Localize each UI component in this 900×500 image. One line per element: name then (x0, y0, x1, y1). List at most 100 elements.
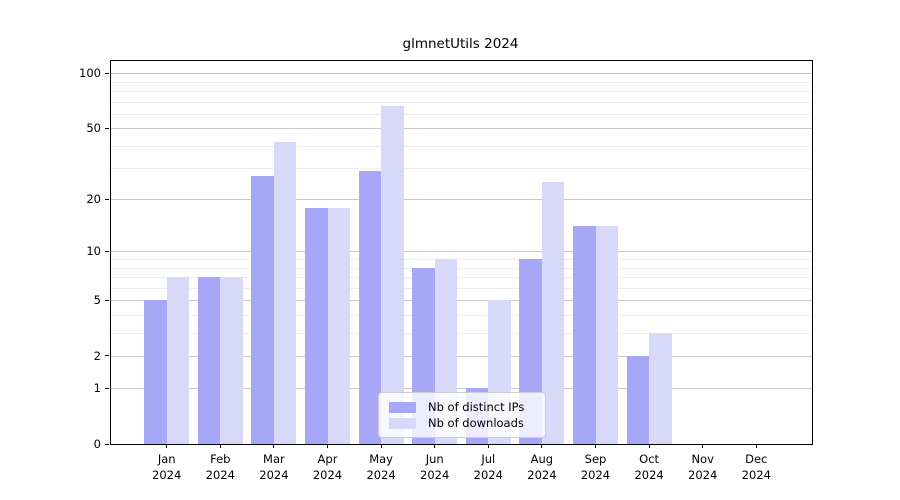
x-tick (327, 444, 328, 448)
x-tick-label: Mar 2024 (246, 451, 302, 483)
minor-gridline (111, 168, 812, 170)
y-tick-label: 0 (93, 437, 101, 451)
legend-swatch-downloads (389, 417, 416, 429)
minor-gridline (111, 267, 812, 269)
bar-downloads-aug (541, 182, 565, 444)
y-tick-label: 5 (93, 293, 101, 308)
x-tick-label-month: Mar (263, 452, 285, 466)
x-tick (595, 444, 596, 448)
bar-distinct-ips-feb (197, 276, 221, 444)
major-gridline (111, 388, 812, 390)
bar-distinct-ips-may (358, 170, 382, 444)
legend: Nb of distinct IPs Nb of downloads (378, 392, 546, 438)
x-tick (755, 444, 757, 448)
x-tick-label: Feb 2024 (192, 451, 248, 483)
major-gridline (111, 73, 812, 75)
y-tick-label: 1 (93, 381, 101, 396)
y-tick-label: 10 (86, 244, 101, 259)
x-tick (273, 444, 275, 448)
minor-gridline (111, 91, 812, 93)
x-tick-label-month: Nov (691, 452, 714, 466)
minor-gridline (111, 113, 812, 115)
bar-distinct-ips-sep (573, 226, 596, 444)
x-tick-label-month: Feb (210, 452, 231, 466)
bar-distinct-ips-apr (305, 207, 328, 444)
x-tick-label: Nov 2024 (675, 451, 731, 483)
x-tick-label-year: 2024 (366, 468, 396, 482)
x-tick (702, 444, 704, 448)
major-gridline (111, 128, 812, 130)
x-tick-label-month: Aug (530, 452, 554, 466)
x-tick-label: Apr 2024 (300, 451, 356, 483)
legend-item-distinct-ips: Nb of distinct IPs (389, 399, 535, 415)
x-tick-label-year: 2024 (473, 468, 503, 482)
legend-item-downloads: Nb of downloads (389, 415, 535, 431)
y-tick-label: 20 (86, 192, 101, 207)
x-tick (219, 444, 221, 448)
y-tick (105, 198, 109, 200)
minor-gridline (111, 276, 812, 278)
y-tick-label: 100 (79, 66, 101, 81)
x-tick-label: Jul 2024 (460, 451, 516, 483)
y-tick-label: 2 (93, 348, 101, 363)
x-tick (541, 444, 543, 448)
y-tick-label: 50 (86, 121, 101, 136)
major-gridline (111, 199, 812, 201)
x-tick-label-month: Sep (584, 452, 607, 466)
chart-title: glmnetUtils 2024 (402, 36, 519, 52)
x-tick (380, 444, 382, 448)
y-tick (105, 127, 109, 129)
x-tick (166, 444, 168, 448)
x-tick-label-year: 2024 (527, 468, 557, 482)
x-tick-label: Oct 2024 (621, 451, 677, 483)
x-tick-label-year: 2024 (420, 468, 450, 482)
minor-gridline (111, 259, 812, 261)
legend-label-distinct-ips: Nb of distinct IPs (428, 400, 525, 414)
x-tick-label-year: 2024 (205, 468, 235, 482)
bar-downloads-feb (220, 276, 243, 444)
x-tick-label-month: Jul (481, 452, 496, 466)
x-tick-label-month: May (369, 452, 393, 466)
bar-downloads-jan (166, 276, 190, 444)
major-gridline (111, 251, 812, 253)
x-tick-label: Jan 2024 (139, 451, 195, 483)
x-tick-label-year: 2024 (580, 468, 611, 482)
x-tick-label-month: Jan (157, 452, 176, 466)
minor-gridline (111, 101, 812, 103)
x-tick-label: Dec 2024 (728, 451, 784, 483)
minor-gridline (111, 145, 812, 147)
x-tick (434, 444, 436, 448)
x-tick-label: May 2024 (353, 451, 409, 483)
x-tick-label-year: 2024 (741, 468, 771, 482)
x-tick-label: Jun 2024 (407, 451, 463, 483)
minor-gridline (111, 332, 812, 334)
bar-downloads-apr (327, 207, 350, 444)
x-tick-label-month: Jun (425, 452, 444, 466)
x-tick-label-year: 2024 (312, 468, 343, 482)
y-tick (105, 387, 109, 389)
legend-swatch-distinct-ips (389, 401, 416, 413)
y-tick (105, 72, 109, 74)
x-tick-label: Sep 2024 (568, 451, 624, 483)
minor-gridline (111, 314, 812, 316)
x-tick-label-month: Oct (639, 452, 660, 466)
bar-distinct-ips-mar (251, 176, 274, 444)
y-tick (105, 299, 109, 301)
x-tick-label-year: 2024 (152, 468, 182, 482)
x-tick-label-year: 2024 (634, 468, 664, 482)
minor-gridline (111, 287, 812, 289)
y-tick (105, 250, 109, 252)
x-tick-label-year: 2024 (259, 468, 289, 482)
bar-distinct-ips-jan (144, 300, 167, 444)
x-tick-label-month: Apr (317, 452, 338, 466)
bar-downloads-mar (273, 141, 297, 444)
bar-downloads-oct (649, 332, 672, 444)
bar-downloads-may (381, 106, 404, 444)
bar-distinct-ips-oct (626, 355, 650, 444)
legend-label-downloads: Nb of downloads (428, 416, 524, 430)
major-gridline (111, 355, 812, 357)
y-tick (105, 443, 109, 445)
y-tick (105, 355, 109, 357)
x-tick (487, 444, 489, 448)
